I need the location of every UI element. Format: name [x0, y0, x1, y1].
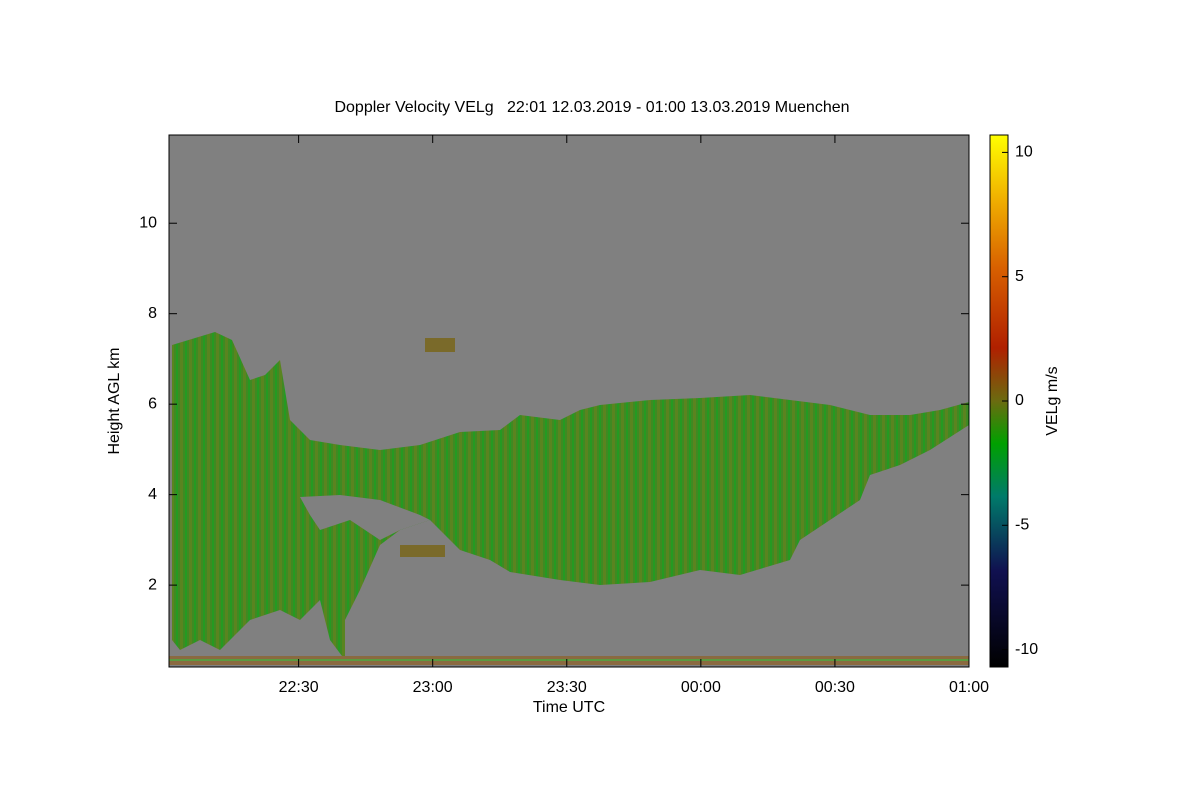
colorbar-tick-label: -5	[1015, 517, 1029, 534]
colorbar-tick-label: 0	[1015, 392, 1024, 409]
colorbar-tick-label: -10	[1015, 641, 1038, 658]
x-tick-label: 01:00	[949, 679, 989, 696]
cloud-echo	[172, 332, 969, 660]
x-tick-label: 00:00	[681, 679, 721, 696]
colorbar-tick-label: 5	[1015, 268, 1024, 285]
x-axis-label: Time UTC	[533, 699, 605, 716]
colorbar-tick-label: 10	[1015, 144, 1033, 161]
y-axis-label: Height AGL km	[106, 347, 123, 454]
x-tick-label: 23:30	[547, 679, 587, 696]
y-tick-label: 2	[148, 576, 157, 593]
clear-gap	[300, 495, 430, 540]
echo-patch	[425, 338, 455, 352]
colorbar-label: VELg m/s	[1044, 366, 1061, 435]
y-tick-label: 6	[148, 395, 157, 412]
y-tick-label: 4	[148, 486, 157, 503]
echo-patch	[400, 545, 445, 557]
ground-clutter	[169, 659, 969, 661]
chart-title: Doppler Velocity VELg 22:01 12.03.2019 -…	[334, 99, 849, 116]
x-tick-label: 00:30	[815, 679, 855, 696]
plot-frame	[168, 134, 970, 668]
y-tick-label: 8	[148, 305, 157, 322]
y-tick-label: 10	[139, 214, 157, 231]
x-tick-label: 23:00	[413, 679, 453, 696]
x-tick-label: 22:30	[279, 679, 319, 696]
